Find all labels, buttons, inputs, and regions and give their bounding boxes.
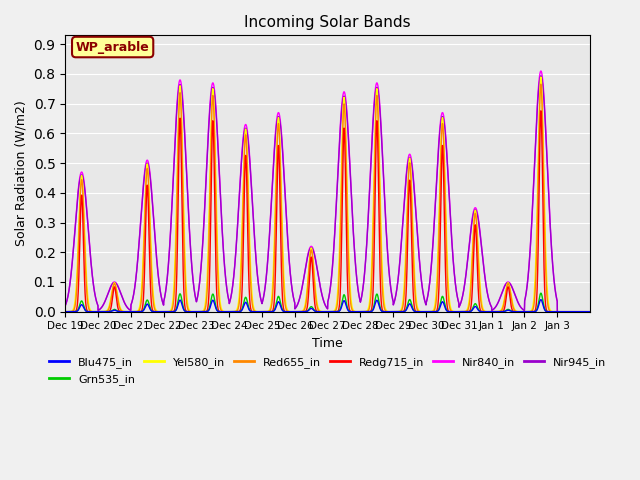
Grn535_in bbox=[497, 309, 505, 314]
Red655_in bbox=[472, 211, 479, 216]
Grn535_in bbox=[537, 290, 545, 296]
Grn535_in bbox=[170, 309, 178, 314]
X-axis label: Time: Time bbox=[312, 337, 343, 350]
Redg715_in bbox=[586, 309, 594, 314]
Blu475_in bbox=[472, 303, 479, 309]
Title: Incoming Solar Bands: Incoming Solar Bands bbox=[244, 15, 411, 30]
Yel580_in bbox=[537, 74, 545, 80]
Yel580_in bbox=[554, 309, 561, 314]
Nir840_in bbox=[170, 156, 178, 162]
Red655_in bbox=[170, 293, 178, 299]
Nir840_in bbox=[537, 68, 545, 74]
Red655_in bbox=[537, 82, 545, 87]
Redg715_in bbox=[511, 309, 518, 314]
Red655_in bbox=[375, 153, 383, 158]
Nir945_in bbox=[497, 292, 505, 298]
Line: Yel580_in: Yel580_in bbox=[65, 77, 590, 312]
Redg715_in bbox=[170, 308, 178, 314]
Line: Blu475_in: Blu475_in bbox=[65, 300, 590, 312]
Redg715_in bbox=[61, 309, 69, 314]
Yel580_in bbox=[497, 307, 505, 313]
Redg715_in bbox=[497, 309, 505, 314]
Text: WP_arable: WP_arable bbox=[76, 40, 150, 54]
Line: Redg715_in: Redg715_in bbox=[65, 111, 590, 312]
Nir945_in bbox=[61, 303, 69, 309]
Blu475_in bbox=[554, 309, 561, 314]
Line: Nir945_in: Nir945_in bbox=[65, 76, 590, 312]
Nir840_in bbox=[61, 303, 69, 309]
Nir840_in bbox=[511, 291, 518, 297]
Grn535_in bbox=[511, 309, 518, 314]
Nir945_in bbox=[511, 291, 518, 297]
Grn535_in bbox=[375, 299, 383, 305]
Red655_in bbox=[61, 309, 69, 314]
Nir945_in bbox=[375, 96, 383, 102]
Yel580_in bbox=[472, 207, 479, 213]
Yel580_in bbox=[511, 306, 518, 312]
Nir840_in bbox=[347, 180, 355, 186]
Nir945_in bbox=[472, 207, 479, 213]
Nir840_in bbox=[554, 309, 561, 314]
Redg715_in bbox=[375, 213, 383, 218]
Yel580_in bbox=[170, 280, 178, 286]
Y-axis label: Solar Radiation (W/m2): Solar Radiation (W/m2) bbox=[15, 101, 28, 246]
Yel580_in bbox=[586, 309, 594, 314]
Redg715_in bbox=[347, 309, 355, 314]
Nir945_in bbox=[347, 183, 355, 189]
Nir840_in bbox=[497, 292, 505, 298]
Grn535_in bbox=[554, 309, 561, 314]
Red655_in bbox=[347, 301, 355, 307]
Nir945_in bbox=[537, 73, 545, 79]
Grn535_in bbox=[61, 309, 69, 314]
Yel580_in bbox=[375, 136, 383, 142]
Redg715_in bbox=[537, 108, 545, 114]
Red655_in bbox=[554, 309, 561, 314]
Blu475_in bbox=[511, 309, 518, 314]
Blu475_in bbox=[586, 309, 594, 314]
Blu475_in bbox=[497, 309, 505, 314]
Line: Red655_in: Red655_in bbox=[65, 84, 590, 312]
Nir840_in bbox=[586, 309, 594, 314]
Redg715_in bbox=[554, 309, 561, 314]
Nir945_in bbox=[586, 309, 594, 314]
Yel580_in bbox=[347, 294, 355, 300]
Yel580_in bbox=[61, 309, 69, 314]
Nir840_in bbox=[472, 205, 479, 211]
Nir840_in bbox=[375, 92, 383, 97]
Redg715_in bbox=[472, 222, 479, 228]
Grn535_in bbox=[472, 301, 479, 307]
Blu475_in bbox=[61, 309, 69, 314]
Blu475_in bbox=[170, 309, 178, 314]
Nir945_in bbox=[170, 159, 178, 165]
Grn535_in bbox=[586, 309, 594, 314]
Blu475_in bbox=[375, 302, 383, 308]
Legend: Blu475_in, Grn535_in, Yel580_in, Red655_in, Redg715_in, Nir840_in, Nir945_in: Blu475_in, Grn535_in, Yel580_in, Red655_… bbox=[45, 353, 611, 389]
Nir945_in bbox=[554, 309, 561, 314]
Blu475_in bbox=[347, 309, 355, 314]
Line: Nir840_in: Nir840_in bbox=[65, 71, 590, 312]
Red655_in bbox=[511, 308, 518, 313]
Blu475_in bbox=[537, 297, 545, 302]
Line: Grn535_in: Grn535_in bbox=[65, 293, 590, 312]
Red655_in bbox=[497, 308, 505, 314]
Grn535_in bbox=[347, 309, 355, 314]
Red655_in bbox=[586, 309, 594, 314]
